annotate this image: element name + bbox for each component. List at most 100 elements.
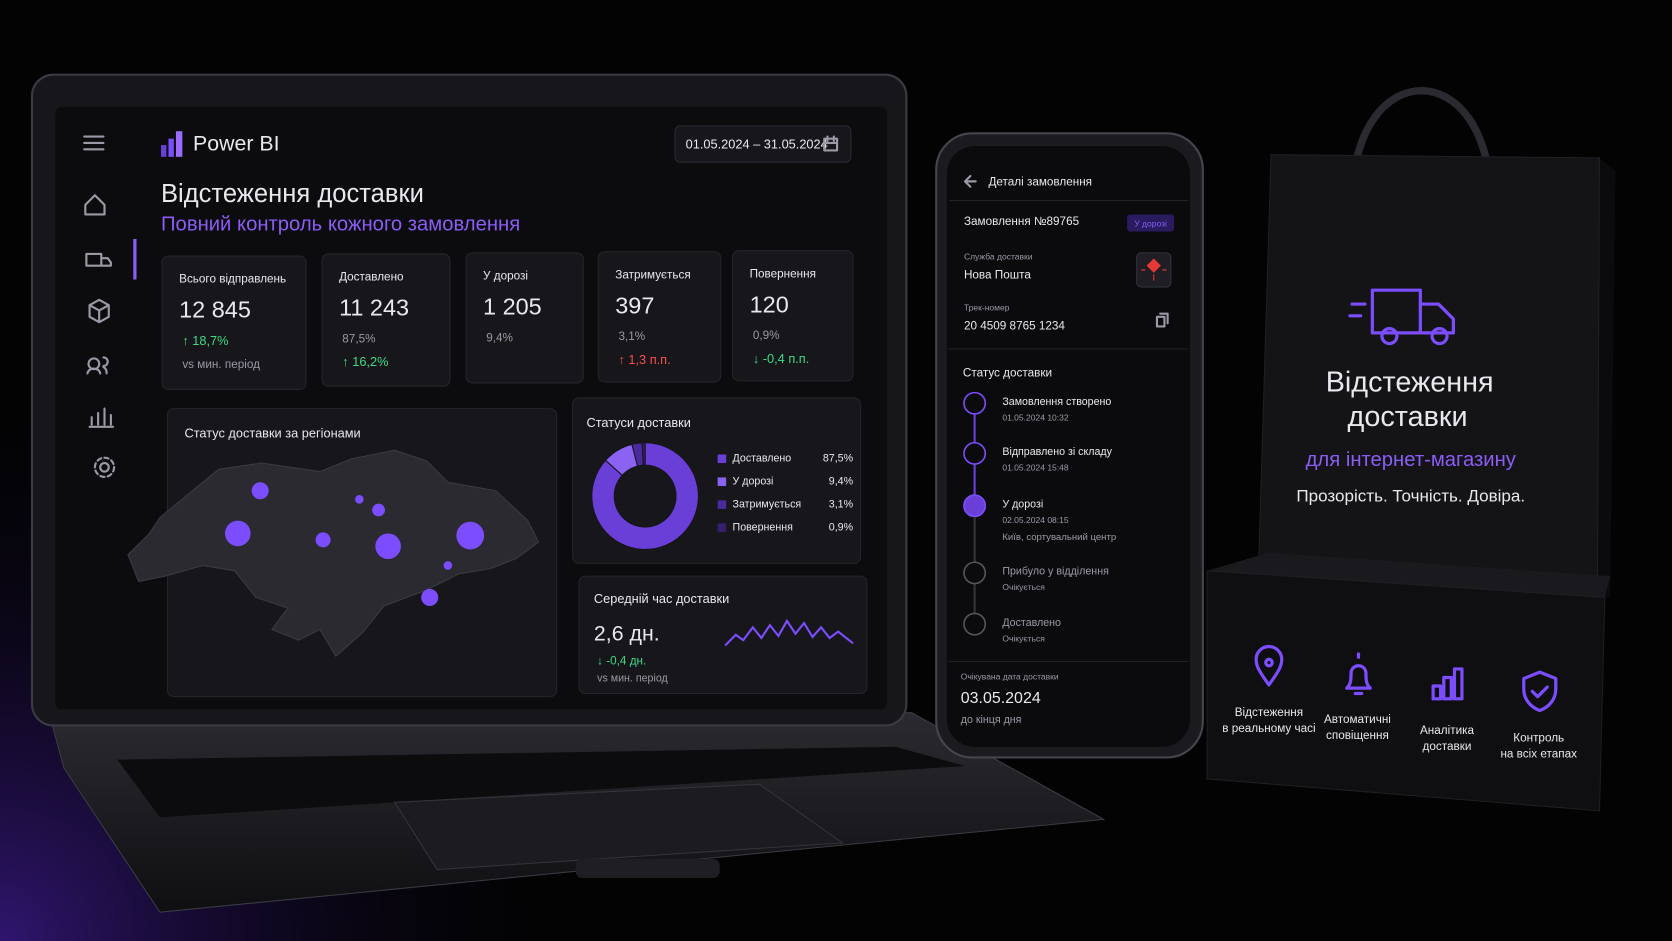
icon bbox=[88, 407, 115, 428]
step-time: 01.05.2024 10:32 bbox=[1002, 412, 1069, 422]
feature-label: Контроль bbox=[1513, 731, 1564, 744]
step-title: Замовлення створено bbox=[1002, 396, 1111, 408]
kpi-value: 120 bbox=[750, 291, 789, 317]
step-title: Відправлено зі складу bbox=[1002, 446, 1112, 458]
legend-swatch bbox=[717, 454, 727, 464]
steps: Замовлення створено 01.05.2024 10:32 Відпр… bbox=[963, 391, 1116, 643]
picon bbox=[1254, 644, 1284, 687]
feature-label: доставки bbox=[1423, 740, 1472, 753]
kpi-share: 9,4% bbox=[486, 331, 513, 344]
badge bbox=[1127, 214, 1175, 232]
legend-value: 0,9% bbox=[829, 521, 854, 533]
chart-title: Статуси доставки bbox=[586, 415, 690, 430]
step-time: Очікується bbox=[1002, 582, 1045, 592]
track: 20 4509 8765 1234 bbox=[964, 320, 1065, 333]
picon bbox=[1380, 327, 1399, 346]
legend-label: Затримується bbox=[733, 498, 802, 510]
bag-title: доставки bbox=[1348, 401, 1468, 433]
legend-value: 87,5% bbox=[823, 453, 854, 465]
step-icon bbox=[963, 494, 987, 518]
active-indicator bbox=[133, 238, 137, 280]
bag-side bbox=[1597, 157, 1616, 598]
circle bbox=[355, 495, 364, 504]
muted: до кінця дня bbox=[961, 714, 1022, 726]
kpi-share: 87,5% bbox=[342, 332, 375, 345]
kpi-value: 12 845 bbox=[179, 297, 251, 323]
box-front bbox=[1206, 570, 1606, 812]
laptop: Power BI 01.05.2024 – 31.05.2024 Відстеж… bbox=[30, 73, 1106, 913]
step-time: Очікується bbox=[1002, 633, 1045, 643]
icon bbox=[99, 461, 110, 473]
date-box bbox=[674, 125, 852, 163]
avg-change: ↓ -0,4 дн. bbox=[597, 655, 646, 668]
muted: Трек-номер bbox=[964, 303, 1010, 313]
bag-tagline: Прозорість. Точність. Довіра. bbox=[1296, 487, 1525, 506]
carrier-mark bbox=[1140, 258, 1167, 281]
muted: Служба доставки bbox=[964, 251, 1033, 261]
feature-label: Автоматичні bbox=[1324, 713, 1391, 726]
legend-value: 9,4% bbox=[829, 476, 854, 488]
map-shape bbox=[127, 449, 540, 657]
kpi-card bbox=[161, 255, 307, 390]
avg-title: Середній час доставки bbox=[594, 591, 729, 606]
bag-subtitle: для інтернет-магазину bbox=[1306, 449, 1517, 471]
icon bbox=[85, 252, 112, 267]
eta: 03.05.2024 bbox=[961, 690, 1041, 707]
kpi-change: ↓ -0,4 п.п. bbox=[753, 351, 809, 366]
icon bbox=[1155, 312, 1169, 328]
order-number: Замовлення №89765 bbox=[964, 215, 1080, 228]
donut: Доставлено 87,5% У дорозі 9,4% Затримується 3… bbox=[591, 442, 854, 550]
sidebar bbox=[83, 135, 137, 478]
map-bubbles bbox=[224, 482, 485, 606]
kpi-label: Всього відправлень bbox=[179, 273, 286, 286]
date-range: 01.05.2024 – 31.05.2024 bbox=[686, 136, 828, 151]
trackpad bbox=[393, 783, 844, 871]
feature-label: в реальному часі bbox=[1222, 722, 1315, 735]
kpi-change: ↑ 1,3 п.п. bbox=[618, 352, 670, 367]
picon bbox=[1522, 670, 1558, 713]
legend-label: У дорозі bbox=[733, 476, 774, 488]
kpi-change: ↑ 16,2% bbox=[342, 354, 388, 369]
map-title: Статус доставки за регіонами bbox=[184, 426, 360, 441]
circle bbox=[421, 588, 439, 606]
kpi-card bbox=[465, 252, 584, 384]
legend-value: 3,1% bbox=[829, 498, 854, 510]
kpi-label: Доставлено bbox=[339, 270, 404, 283]
logo-bar bbox=[161, 145, 167, 157]
bag-title: Відстеження bbox=[1326, 367, 1494, 399]
card bbox=[578, 575, 868, 695]
kpi-change: ↑ 18,7% bbox=[182, 333, 228, 348]
step-icon bbox=[963, 441, 987, 465]
legend-swatch bbox=[717, 523, 727, 532]
logo-bar bbox=[175, 131, 183, 157]
circle bbox=[251, 482, 269, 500]
picon bbox=[1430, 327, 1449, 346]
picon bbox=[1431, 667, 1464, 701]
legend-swatch bbox=[717, 477, 727, 486]
kpi-card bbox=[321, 253, 451, 387]
donut-segment bbox=[591, 442, 699, 550]
circle bbox=[315, 532, 331, 548]
brand: Power BI bbox=[193, 132, 280, 156]
status-title: Статус доставки bbox=[963, 367, 1052, 380]
phone: Деталі замовлення Замовлення №89765 У до… bbox=[935, 132, 1204, 759]
kpis: Всього відправлень 12 845 ↑ 18,7% vs мин. п… bbox=[161, 250, 854, 390]
avg-note: vs мин. період bbox=[597, 672, 668, 684]
icon bbox=[83, 135, 105, 151]
donut-segment bbox=[641, 442, 646, 466]
step-title: Прибуло у відділення bbox=[1002, 566, 1109, 578]
kpi-value: 397 bbox=[615, 292, 654, 318]
icon bbox=[823, 135, 839, 152]
laptop-hinge bbox=[575, 858, 720, 879]
step-icon bbox=[963, 612, 987, 636]
step-time: 01.05.2024 15:48 bbox=[1002, 463, 1069, 473]
kpi-share: 3,1% bbox=[618, 330, 645, 343]
step-place: Київ, сортувальний центр bbox=[1002, 532, 1116, 543]
circle bbox=[443, 561, 453, 570]
picon bbox=[1345, 652, 1372, 696]
kpi-value: 11 243 bbox=[339, 295, 409, 321]
badge-text: У дорозі bbox=[1134, 218, 1167, 228]
